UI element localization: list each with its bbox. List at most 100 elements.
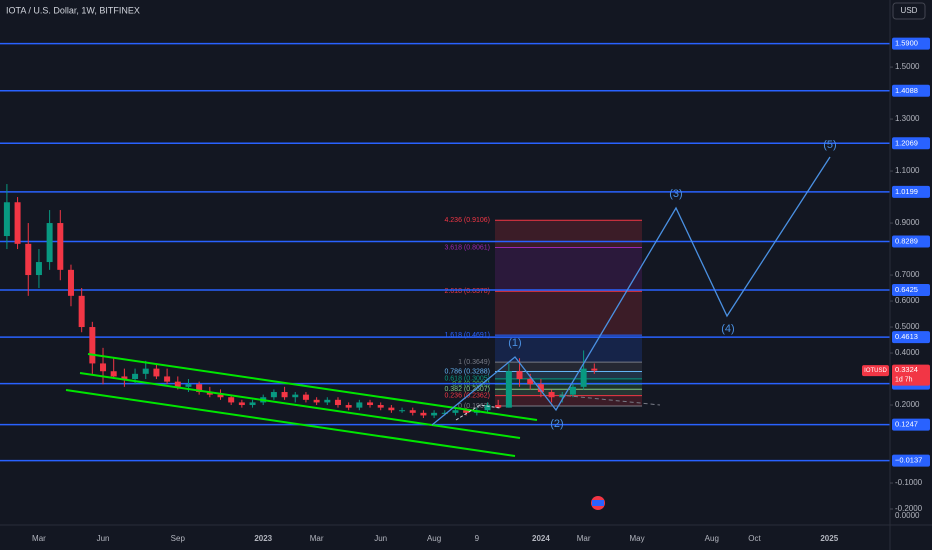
candle-body: [270, 392, 277, 398]
candle-body: [388, 407, 395, 411]
price-tag: [892, 364, 930, 386]
fib-zone: [495, 220, 642, 248]
candle-body: [495, 405, 502, 408]
x-tick-label: Mar: [32, 534, 46, 543]
candles: [3, 184, 598, 419]
x-tick-label: 9: [475, 534, 480, 543]
candle-body: [228, 397, 235, 403]
candle-body: [377, 405, 384, 408]
channel-line: [79, 372, 521, 439]
candle-body: [334, 399, 341, 406]
fib-zone: [495, 362, 642, 372]
currency: USD: [901, 6, 918, 15]
fib-label: 0.618 (0.3005): [444, 376, 490, 383]
candle-body: [302, 394, 309, 400]
y-tick-label: 0.2000: [895, 400, 920, 409]
candle-body: [100, 363, 107, 372]
candle-body: [3, 202, 10, 237]
level-tag: [892, 454, 930, 467]
fib-label: 1 (0.3649): [458, 359, 490, 366]
candle-body: [217, 394, 224, 398]
fib-zone: [495, 395, 642, 407]
y-tick-label: -0.1000: [895, 478, 923, 487]
x-tick-label: Sep: [171, 534, 186, 543]
projection: [559, 394, 661, 406]
fib-zone: [495, 291, 642, 336]
level-tag: [892, 235, 930, 248]
symbol-tag: [862, 365, 889, 377]
level-tag: [892, 418, 930, 431]
y-tick-label: 0.5000: [895, 322, 920, 331]
x-tick-label: May: [629, 534, 644, 543]
channel-line: [87, 353, 538, 421]
countdown: 1d 7h: [895, 376, 913, 383]
candle-body: [324, 399, 331, 403]
level-label: 1.2069: [895, 138, 918, 147]
x-tick-label: 2023: [254, 534, 272, 543]
fib-zone: [495, 384, 642, 390]
candle-body: [569, 386, 576, 395]
fib-label: 0.5 (0.2806): [452, 381, 490, 388]
candle-body: [89, 327, 96, 364]
candle-body: [591, 368, 598, 371]
x-tick-label: 2025: [820, 534, 838, 543]
wave-label: (2): [550, 418, 563, 430]
x-tick-label: Mar: [577, 534, 591, 543]
candle-body: [367, 402, 374, 406]
candle-body: [142, 368, 149, 374]
x-tick-label: Oct: [748, 534, 761, 543]
candle-body: [281, 392, 288, 398]
y-tick-label: 0.4000: [895, 348, 920, 357]
level-tag: [892, 137, 930, 150]
fib-zone: [495, 378, 642, 385]
y-tick-label: 1.3000: [895, 114, 920, 123]
fib-zone: [495, 335, 642, 363]
fib-label: 2.618 (0.6378): [444, 288, 490, 295]
candle-body: [409, 410, 416, 413]
candle-body: [185, 384, 192, 387]
fib-label: 0.786 (0.3288): [444, 368, 490, 375]
level-tag: [892, 283, 930, 296]
level-tag: [892, 84, 930, 97]
candle-body: [121, 376, 128, 380]
level-tag: [892, 185, 930, 198]
fib-label: 0 (0.1962): [458, 403, 490, 410]
candle-body: [110, 371, 117, 377]
candle-body: [67, 269, 74, 296]
fib-label: 3.618 (0.8061): [444, 244, 490, 251]
fib-zone: [495, 371, 642, 379]
candle-body: [249, 402, 256, 406]
candle-body: [420, 412, 427, 416]
x-tick-label: Aug: [427, 534, 441, 543]
wave-label: (4): [721, 323, 734, 335]
wave-labels: (1) (2) (3) (4) (5): [508, 139, 836, 430]
candle-body: [399, 410, 406, 412]
channel: [65, 353, 538, 457]
candle-body: [164, 376, 171, 382]
candle-body: [196, 384, 203, 393]
candle-body: [345, 405, 352, 408]
x-tick-label: Aug: [705, 534, 719, 543]
wave-label: (1): [508, 337, 521, 349]
level-tag: [892, 331, 930, 344]
candle-body: [78, 295, 85, 328]
level-label: 1.4088: [895, 86, 918, 95]
level-label: 0.4613: [895, 332, 918, 341]
candle-body: [356, 402, 363, 408]
fib-zone: [495, 247, 642, 292]
fib-label: 4.236 (0.9106): [444, 217, 490, 224]
candle-body: [292, 394, 299, 398]
y-tick-label: 0.7000: [895, 270, 920, 279]
candle-body: [527, 379, 534, 385]
channel-line: [65, 389, 516, 457]
wave-sub: [455, 404, 501, 421]
candle-body: [46, 223, 53, 263]
candle-body: [548, 392, 555, 398]
candle-body: [313, 399, 320, 403]
fib-label: 1.618 (0.4691): [444, 332, 490, 339]
candle-body: [35, 262, 42, 276]
candle-body: [484, 405, 491, 411]
level-tag: [892, 37, 930, 50]
